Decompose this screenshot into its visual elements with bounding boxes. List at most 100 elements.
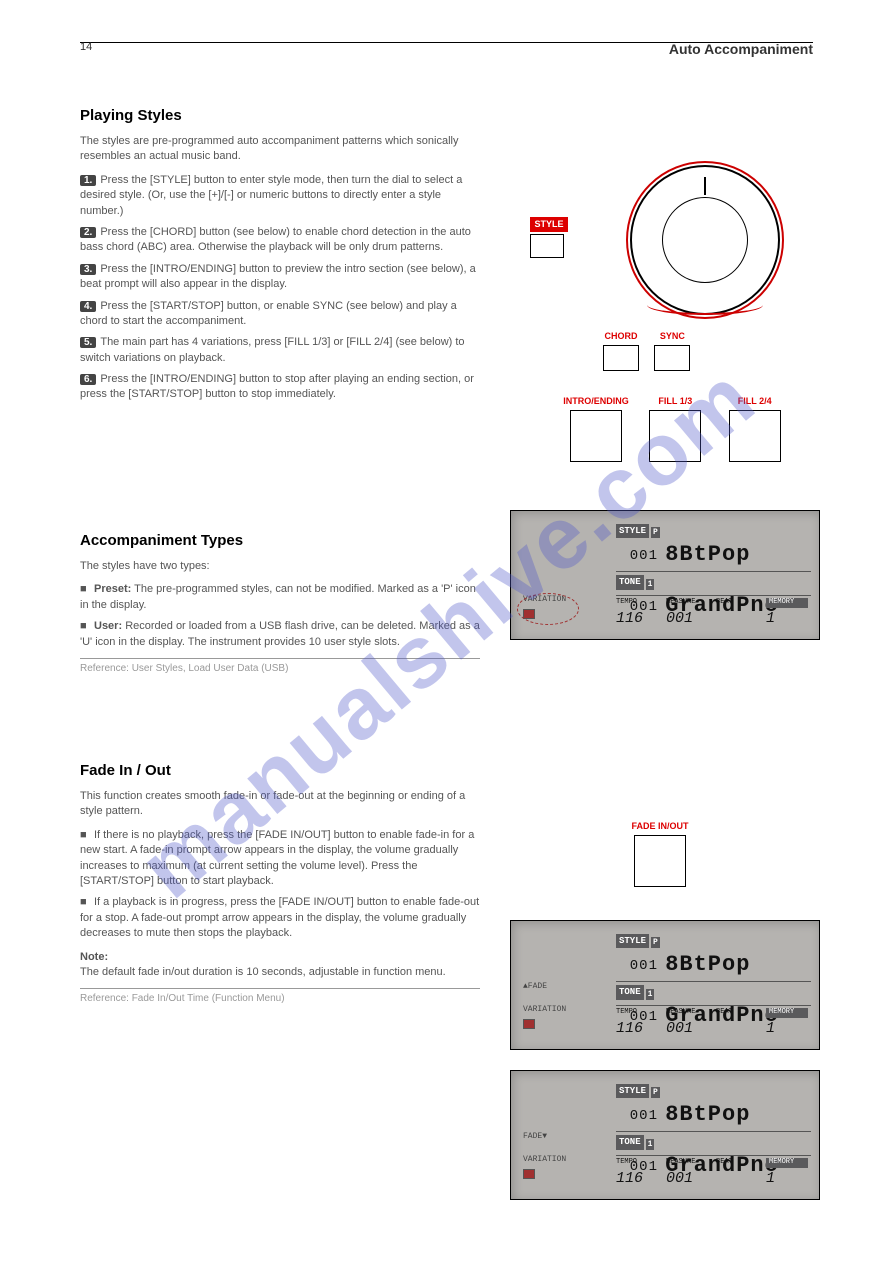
lcd2-beat-label: BEAT bbox=[716, 1008, 758, 1018]
lcd2-tempo-label: TEMPO bbox=[616, 1008, 658, 1018]
fill-24-button[interactable] bbox=[729, 410, 781, 462]
fade-note: The default fade in/out duration is 10 s… bbox=[80, 965, 480, 980]
fill-13-button[interactable] bbox=[649, 410, 701, 462]
lcd2-measure-label: MEASURE bbox=[666, 1008, 708, 1018]
dial-arc-icon bbox=[647, 295, 763, 315]
lcd2-fadein-label: ▲FADE bbox=[523, 981, 547, 992]
lcd3-variation-badge bbox=[523, 1169, 535, 1179]
lcd1-highlight-circle-icon bbox=[517, 593, 579, 625]
lcd3-variation-label: VARIATION bbox=[523, 1154, 566, 1165]
sync-label: SYNC bbox=[651, 330, 693, 343]
lcd2-style-name: 8BtPop bbox=[665, 952, 750, 977]
intro-ending-item: INTRO/ENDING bbox=[560, 395, 632, 462]
step-4-text: Press the [START/STOP] button, or enable… bbox=[80, 300, 457, 327]
lcd3-measure-val: 001 bbox=[666, 1168, 708, 1189]
chord-item: CHORD bbox=[600, 330, 642, 371]
fade-intro: This function creates smooth fade-in or … bbox=[80, 789, 480, 820]
type-user-desc: Recorded or loaded from a USB flash driv… bbox=[80, 620, 480, 647]
lcd3-tone-1: 1 bbox=[646, 1139, 655, 1150]
lcd2-measure-val: 001 bbox=[666, 1018, 708, 1039]
fade-button[interactable] bbox=[634, 835, 686, 887]
lcd2-beat-val bbox=[716, 1018, 758, 1039]
lcd1-style-num: 001 bbox=[616, 547, 658, 567]
intro-ending-button[interactable] bbox=[570, 410, 622, 462]
types-intro: The styles have two types: bbox=[80, 559, 480, 574]
introfill-group: INTRO/ENDING FILL 1/3 FILL 2/4 bbox=[560, 395, 795, 462]
fill-24-item: FILL 2/4 bbox=[719, 395, 791, 462]
step-4: 4.Press the [START/STOP] button, or enab… bbox=[80, 299, 480, 330]
step-6: 6.Press the [INTRO/ENDING] button to sto… bbox=[80, 372, 480, 403]
types-heading: Accompaniment Types bbox=[80, 530, 480, 551]
step-6-text: Press the [INTRO/ENDING] button to stop … bbox=[80, 373, 474, 400]
fade-bullet-1: ■If there is no playback, press the [FAD… bbox=[80, 828, 480, 890]
lcd1-memory-val: 1 bbox=[766, 608, 808, 629]
lcd3-style-p: P bbox=[651, 1087, 660, 1098]
lcd2-variation-label: VARIATION bbox=[523, 1004, 566, 1015]
lcd2-style-tag: STYLE bbox=[616, 934, 649, 949]
lcd2-tempo-val: 116 bbox=[616, 1018, 658, 1039]
chord-button[interactable] bbox=[603, 345, 639, 371]
step-5: 5.The main part has 4 variations, press … bbox=[80, 335, 480, 366]
style-button-wrap: STYLE bbox=[530, 215, 568, 258]
fade-label: FADE IN/OUT bbox=[625, 820, 695, 833]
fade-heading: Fade In / Out bbox=[80, 760, 480, 781]
playing-styles-intro: The styles are pre-programmed auto accom… bbox=[80, 134, 480, 165]
style-button-label: STYLE bbox=[530, 217, 567, 232]
lcd1-memory-label: MEMORY bbox=[766, 598, 808, 608]
lcd3-memory-label: MEMORY bbox=[766, 1158, 808, 1168]
step-5-text: The main part has 4 variations, press [F… bbox=[80, 336, 465, 363]
lcd2-style-p: P bbox=[651, 937, 660, 948]
lcd1-beat-val bbox=[716, 608, 758, 629]
lcd1-tone-1: 1 bbox=[646, 579, 655, 590]
playing-styles-section: Playing Styles The styles are pre-progra… bbox=[80, 105, 480, 409]
lcd1-style-tag: STYLE bbox=[616, 524, 649, 539]
lcd1-measure-label: MEASURE bbox=[666, 598, 708, 608]
lcd3-style-num: 001 bbox=[616, 1107, 658, 1127]
style-button[interactable] bbox=[530, 234, 564, 258]
fill-13-item: FILL 1/3 bbox=[639, 395, 711, 462]
lcd3-measure-label: MEASURE bbox=[666, 1158, 708, 1168]
accomp-types-section: Accompaniment Types The styles have two … bbox=[80, 530, 480, 676]
step-3-text: Press the [INTRO/ENDING] button to previ… bbox=[80, 263, 476, 290]
chord-label: CHORD bbox=[600, 330, 642, 343]
lcd3-style-tag: STYLE bbox=[616, 1084, 649, 1099]
lcd3-beat-val bbox=[716, 1168, 758, 1189]
page-title: Auto Accompaniment bbox=[669, 40, 813, 60]
step-2-text: Press the [CHORD] button (see below) to … bbox=[80, 226, 471, 253]
step-1: 1.Press the [STYLE] button to enter styl… bbox=[80, 173, 480, 219]
type-preset-label: Preset: bbox=[94, 583, 131, 595]
chord-sync-group: CHORD SYNC bbox=[600, 330, 699, 371]
lcd-fadein: STYLEP 001 8BtPop TONE1 001 GrandPno ▲FA… bbox=[510, 920, 820, 1050]
lcd2-variation-badge bbox=[523, 1019, 535, 1029]
lcd2-tone-1: 1 bbox=[646, 989, 655, 1000]
fill-24-label: FILL 2/4 bbox=[719, 395, 791, 408]
lcd2-memory-label: MEMORY bbox=[766, 1008, 808, 1018]
lcd2-style-num: 001 bbox=[616, 957, 658, 977]
type-user-label: User: bbox=[94, 620, 122, 632]
lcd3-tempo-val: 116 bbox=[616, 1168, 658, 1189]
types-ref: Reference: User Styles, Load User Data (… bbox=[80, 658, 480, 676]
fill-13-label: FILL 1/3 bbox=[639, 395, 711, 408]
fade-ref: Reference: Fade In/Out Time (Function Me… bbox=[80, 988, 480, 1006]
step-1-text: Press the [STYLE] button to enter style … bbox=[80, 174, 462, 217]
fade-note-title: Note: bbox=[80, 950, 480, 965]
fade-bullet-2: ■If a playback is in progress, press the… bbox=[80, 895, 480, 941]
step-3: 3.Press the [INTRO/ENDING] button to pre… bbox=[80, 262, 480, 293]
dial-control[interactable] bbox=[630, 165, 780, 315]
lcd-fadeout: STYLEP 001 8BtPop TONE1 001 GrandPno FAD… bbox=[510, 1070, 820, 1200]
step-2: 2.Press the [CHORD] button (see below) t… bbox=[80, 225, 480, 256]
lcd2-tone-tag: TONE bbox=[616, 985, 644, 1000]
lcd3-style-name: 8BtPop bbox=[665, 1102, 750, 1127]
lcd3-tone-tag: TONE bbox=[616, 1135, 644, 1150]
lcd1-tempo-label: TEMPO bbox=[616, 598, 658, 608]
fade-button-group: FADE IN/OUT bbox=[625, 820, 695, 887]
fade-section: Fade In / Out This function creates smoo… bbox=[80, 760, 480, 1006]
lcd1-style-name: 8BtPop bbox=[665, 542, 750, 567]
type-preset: ■Preset: The pre-programmed styles, can … bbox=[80, 582, 480, 613]
lcd1-tempo-val: 116 bbox=[616, 608, 658, 629]
sync-button[interactable] bbox=[654, 345, 690, 371]
fade-bullet-1-text: If there is no playback, press the [FADE… bbox=[80, 829, 474, 887]
lcd1-tone-tag: TONE bbox=[616, 575, 644, 590]
intro-ending-label: INTRO/ENDING bbox=[560, 395, 632, 408]
style-dial-group: STYLE bbox=[530, 170, 830, 330]
